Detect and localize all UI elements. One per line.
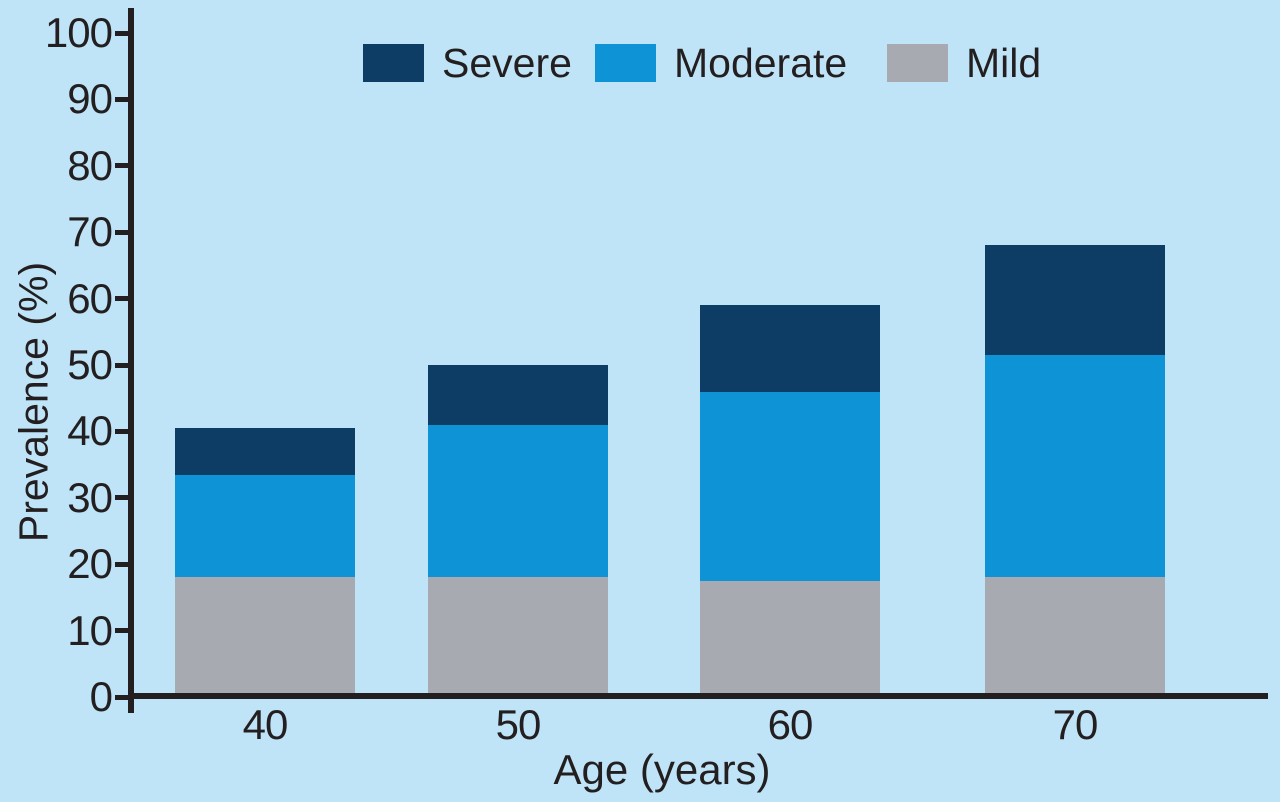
bar-segment-severe-70 — [985, 245, 1165, 356]
y-tick-label: 40 — [67, 407, 113, 455]
y-tick-label: 50 — [67, 341, 113, 388]
bar-segment-mild-50 — [428, 577, 608, 697]
y-tick-mark — [115, 30, 129, 36]
bar-segment-severe-40 — [175, 428, 355, 475]
y-tick-label: 20 — [67, 540, 113, 588]
legend-item-severe: Severe — [363, 40, 572, 86]
legend-label: Moderate — [674, 40, 848, 86]
legend-label: Severe — [442, 40, 572, 86]
x-tick-label: 50 — [495, 701, 542, 748]
legend-item-mild: Mild — [887, 40, 1042, 86]
y-tick-mark — [115, 229, 129, 235]
y-tick-mark — [115, 495, 129, 501]
bar-segment-moderate-40 — [175, 474, 355, 578]
x-axis-title: Age (years) — [553, 746, 771, 793]
bar-segment-mild-60 — [700, 580, 880, 697]
bar-segment-moderate-50 — [428, 424, 608, 578]
bar-segment-severe-50 — [428, 365, 608, 425]
legend-label: Mild — [966, 40, 1042, 86]
bar-segment-mild-40 — [175, 577, 355, 697]
y-tick-label: 60 — [67, 274, 113, 322]
x-tick-label: 40 — [242, 701, 289, 748]
x-tick-label: 70 — [1052, 701, 1099, 748]
y-axis-line — [128, 8, 134, 713]
y-tick-mark — [115, 694, 129, 700]
legend-item-moderate: Moderate — [595, 40, 848, 86]
y-tick-label: 100 — [44, 9, 113, 56]
y-tick-mark — [115, 163, 129, 169]
bar-segment-mild-70 — [985, 577, 1165, 697]
bar-segment-moderate-70 — [985, 355, 1165, 578]
legend-swatch-moderate — [595, 44, 656, 82]
y-tick-mark — [115, 96, 129, 102]
x-axis-line — [128, 693, 1268, 699]
y-tick-label: 70 — [67, 208, 113, 256]
y-tick-mark — [115, 561, 129, 567]
y-tick-label: 0 — [89, 673, 113, 720]
bar-segment-severe-60 — [700, 305, 880, 392]
bar-segment-moderate-60 — [700, 391, 880, 581]
y-tick-label: 80 — [67, 141, 113, 189]
y-tick-label: 90 — [67, 75, 113, 123]
y-tick-mark — [115, 362, 129, 368]
y-tick-mark — [115, 628, 129, 634]
legend-swatch-mild — [887, 44, 948, 82]
legend-swatch-severe — [363, 44, 424, 82]
y-tick-mark — [115, 296, 129, 302]
y-tick-label: 10 — [67, 606, 113, 654]
y-tick-label: 30 — [67, 473, 113, 521]
x-tick-label: 60 — [767, 701, 814, 748]
y-tick-mark — [115, 428, 129, 434]
